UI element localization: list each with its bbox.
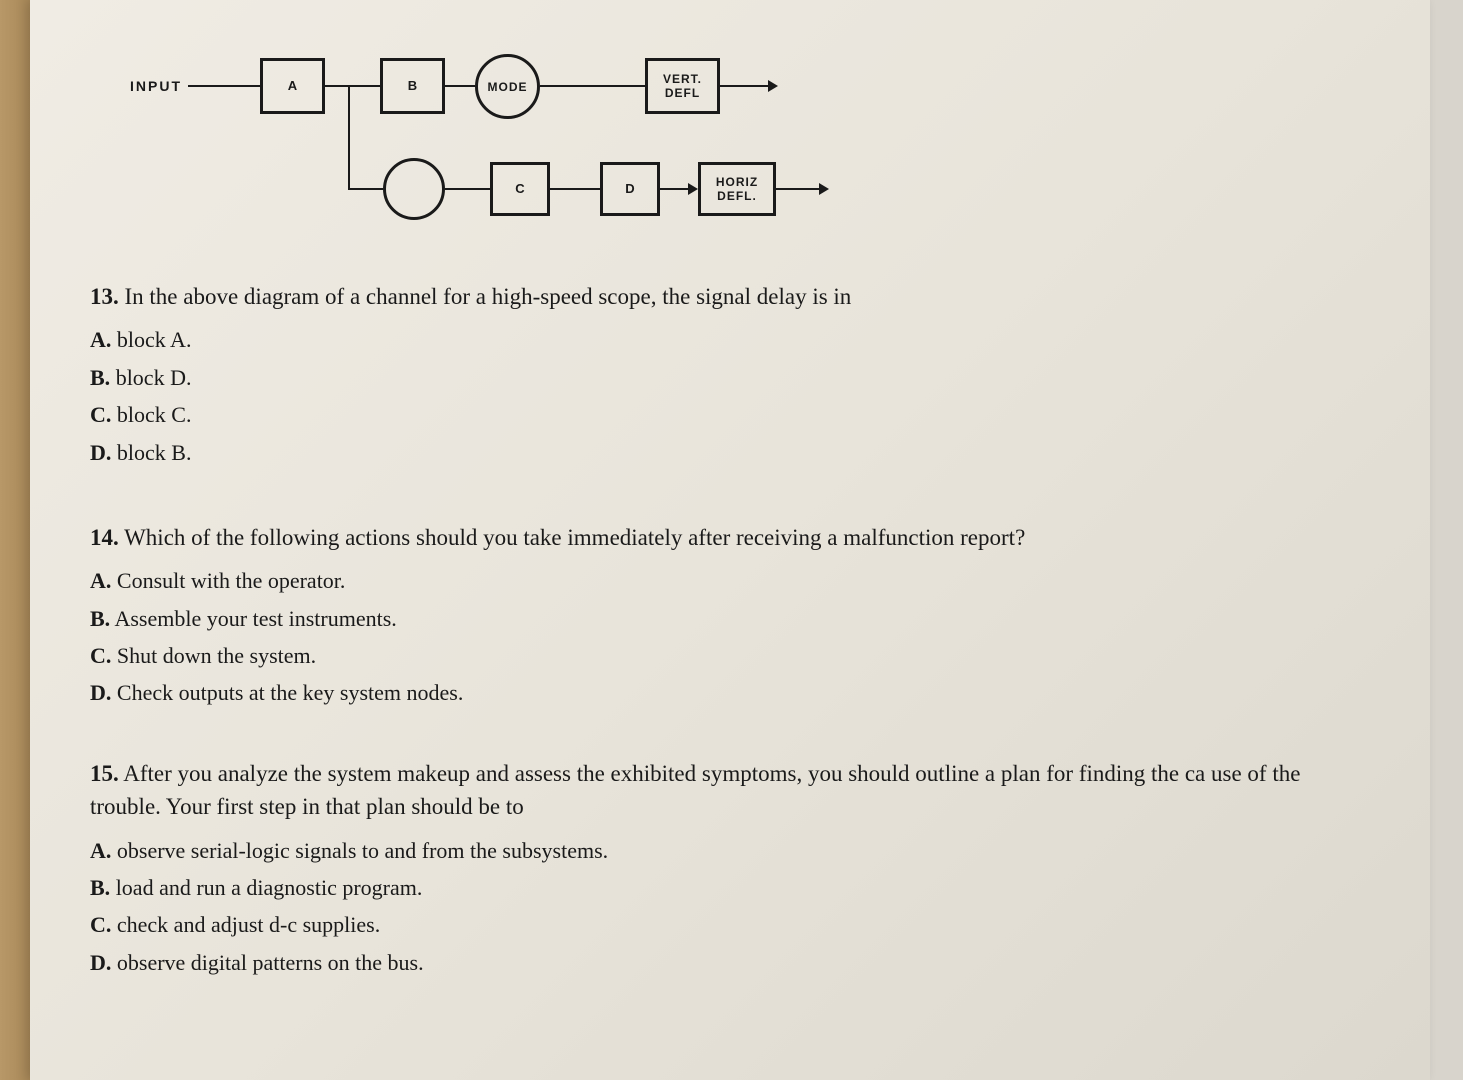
paper-sheet: INPUT A B MODE VERT. DEFL C D (30, 0, 1430, 1080)
wire-b-mode (445, 85, 475, 87)
wire-d-horiz (660, 188, 690, 190)
block-mode: MODE (475, 54, 540, 119)
wire-vert-out (720, 85, 770, 87)
page-left-margin (0, 0, 30, 1080)
q13-option-b: B. block D. (90, 359, 1360, 396)
question-14: 14. Which of the following actions shoul… (90, 521, 1360, 712)
q13-option-a: A. block A. (90, 321, 1360, 358)
wire-input-a (188, 85, 260, 87)
block-horiz-defl: HORIZ DEFL. (698, 162, 776, 216)
scope-channel-diagram: INPUT A B MODE VERT. DEFL C D (130, 40, 890, 240)
wire-a-b (325, 85, 380, 87)
wire-circle-c (445, 188, 490, 190)
q15-option-a: A. observe serial-logic signals to and f… (90, 832, 1360, 869)
input-label: INPUT (130, 78, 182, 94)
wire-horiz-out (776, 188, 821, 190)
q14-option-c: C. Shut down the system. (90, 637, 1360, 674)
wire-branch-down (348, 85, 350, 190)
q15-option-d: D. observe digital patterns on the bus. (90, 944, 1360, 981)
block-d: D (600, 162, 660, 216)
q13-text: 13. In the above diagram of a channel fo… (90, 280, 1360, 313)
wire-c-d (550, 188, 600, 190)
question-13: 13. In the above diagram of a channel fo… (90, 280, 1360, 471)
block-circle-unlabeled (383, 158, 445, 220)
block-vert-defl: VERT. DEFL (645, 58, 720, 114)
q14-option-d: D. Check outputs at the key system nodes… (90, 674, 1360, 711)
q14-option-a: A. Consult with the operator. (90, 562, 1360, 599)
wire-mode-vert (540, 85, 645, 87)
q13-option-d: D. block B. (90, 434, 1360, 471)
q15-text: 15. After you analyze the system makeup … (90, 757, 1360, 824)
q14-option-b: B. Assemble your test instruments. (90, 600, 1360, 637)
question-15: 15. After you analyze the system makeup … (90, 757, 1360, 981)
block-c: C (490, 162, 550, 216)
q13-option-c: C. block C. (90, 396, 1360, 433)
q15-option-b: B. load and run a diagnostic program. (90, 869, 1360, 906)
block-a: A (260, 58, 325, 114)
q14-text: 14. Which of the following actions shoul… (90, 521, 1360, 554)
q15-option-c: C. check and adjust d-c supplies. (90, 906, 1360, 943)
block-b: B (380, 58, 445, 114)
wire-branch-to-circle (348, 188, 383, 190)
